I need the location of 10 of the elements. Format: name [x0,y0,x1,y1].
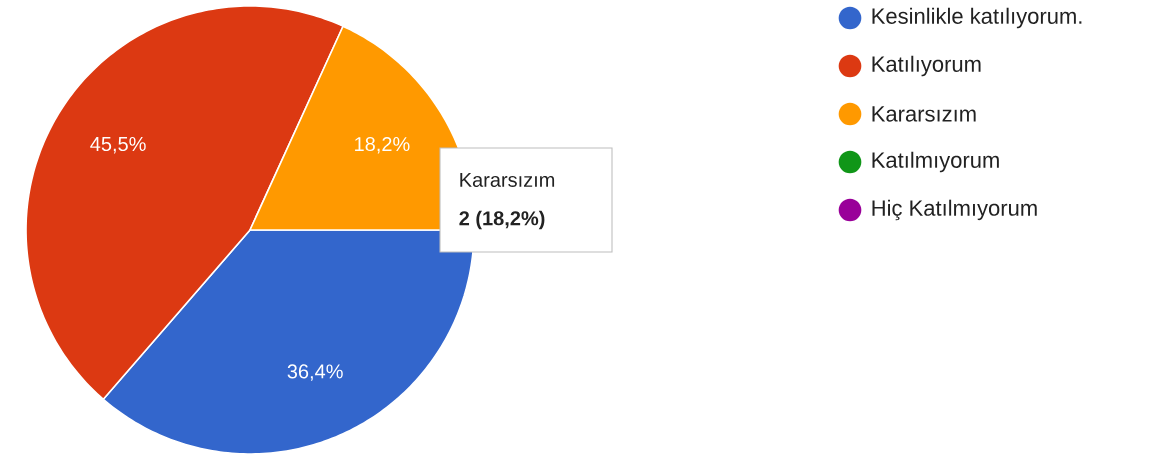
data-label: 18,2% [355,136,410,154]
legend-label: Hiç Katılmıyorum [872,199,1037,221]
data-label: 45,5% [90,137,146,154]
text: Kararsızım [460,173,555,187]
legend-label: Kesinlikle katılıyorum. [872,7,1082,29]
data-label: 36,4% [287,364,343,381]
legend-label: Katılıyorum [872,55,981,77]
text: 2 (18,2%) [459,210,545,230]
legend-label: Kararsızım [872,106,976,122]
legend-label: Katılmıyorum [872,151,999,173]
